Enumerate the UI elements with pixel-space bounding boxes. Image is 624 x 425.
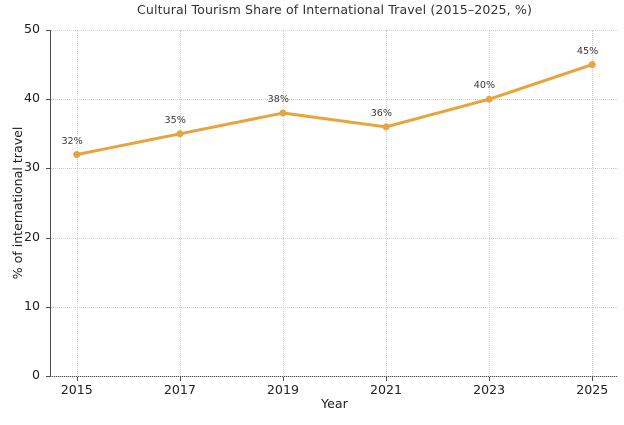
data-series-line — [73, 61, 596, 159]
y-tick-label: 10 — [23, 297, 40, 313]
y-tick-label: 40 — [23, 90, 40, 106]
data-point-label: 38% — [267, 94, 289, 106]
gridline-vertical — [592, 30, 594, 376]
gridline-vertical — [386, 30, 388, 376]
y-tick-label: 0 — [31, 367, 40, 382]
data-point-marker — [279, 109, 287, 117]
x-tick-label: 2021 — [370, 382, 403, 397]
gridline-vertical — [76, 30, 78, 376]
y-tick-label: 50 — [23, 21, 40, 36]
gridline-horizontal — [51, 376, 618, 377]
x-tick-label: 2025 — [576, 382, 609, 397]
data-point-label: 35% — [164, 114, 186, 126]
x-tick-mark — [386, 377, 388, 381]
y-tick-label: 20 — [23, 228, 40, 244]
gridline-horizontal — [51, 306, 618, 308]
x-tick-label: 2023 — [473, 382, 506, 397]
x-tick-label: 2015 — [60, 382, 93, 397]
data-point-marker — [73, 151, 81, 159]
gridline-vertical — [179, 30, 181, 376]
x-tick-mark — [76, 377, 78, 381]
plot-area: 32% 35% 38% 36% 40% 45% — [51, 30, 618, 377]
y-tick-mark — [46, 30, 50, 31]
x-tick-label: 2019 — [266, 382, 299, 397]
y-tick-mark — [46, 168, 50, 170]
gridline-horizontal — [51, 237, 618, 239]
y-axis-label: % of international travel — [10, 126, 25, 280]
x-axis-label: Year — [321, 396, 348, 411]
data-point-marker — [176, 130, 184, 138]
y-axis-spine — [50, 30, 51, 377]
x-tick-mark — [592, 377, 594, 381]
data-point-label: 32% — [61, 135, 83, 147]
x-tick-mark — [179, 377, 181, 381]
y-tick-mark — [46, 237, 50, 239]
gridline-horizontal — [51, 168, 618, 170]
y-tick-mark — [46, 306, 50, 308]
data-point-label: 40% — [473, 80, 496, 92]
y-tick-mark — [46, 99, 50, 101]
data-point-marker — [485, 95, 493, 103]
x-tick-mark — [489, 377, 491, 381]
data-point-label: 36% — [370, 107, 393, 119]
data-point-marker — [588, 61, 596, 69]
x-tick-mark — [282, 377, 284, 381]
y-tick-label: 30 — [23, 159, 40, 175]
gridline-horizontal — [51, 99, 618, 101]
gridline-horizontal — [51, 30, 618, 31]
data-point-marker — [382, 123, 390, 131]
x-tick-label: 2017 — [163, 382, 196, 397]
y-tick-mark — [46, 376, 50, 377]
gridline-vertical — [282, 30, 284, 376]
data-point-label: 45% — [576, 45, 599, 57]
chart-title: Cultural Tourism Share of International … — [137, 2, 532, 17]
gridline-vertical — [489, 30, 491, 376]
